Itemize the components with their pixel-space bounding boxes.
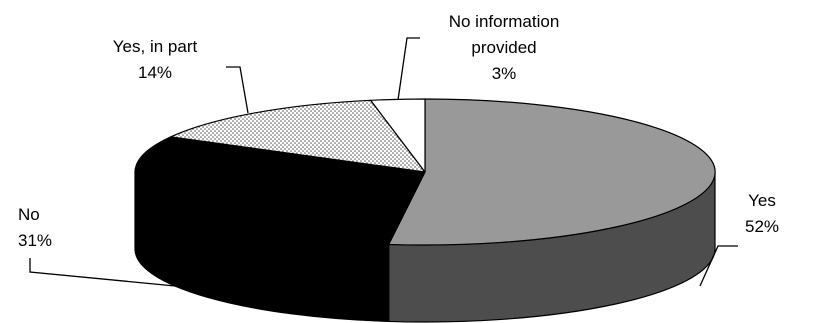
leader-no-information [397, 37, 420, 101]
leader-no [29, 258, 176, 287]
label-no-information-line1: No information [449, 12, 560, 31]
label-yes-value: 52% [745, 217, 779, 236]
label-no: No [18, 205, 40, 224]
label-no-information-value: 3% [492, 64, 517, 83]
pie-slice-yes [388, 98, 716, 246]
leader-yes [699, 245, 738, 287]
label-yes: Yes [748, 191, 776, 210]
label-no-information-line2: provided [471, 38, 536, 57]
pie-tops [134, 98, 716, 246]
leader-yes-in-part [226, 66, 249, 114]
label-yes-in-part-value: 14% [138, 63, 172, 82]
pie-slice-yes-in-part [170, 99, 426, 173]
label-no-value: 31% [18, 231, 52, 250]
label-yes-in-part: Yes, in part [113, 37, 198, 56]
leader-lines [29, 37, 738, 287]
pie-slice-no [134, 136, 426, 246]
